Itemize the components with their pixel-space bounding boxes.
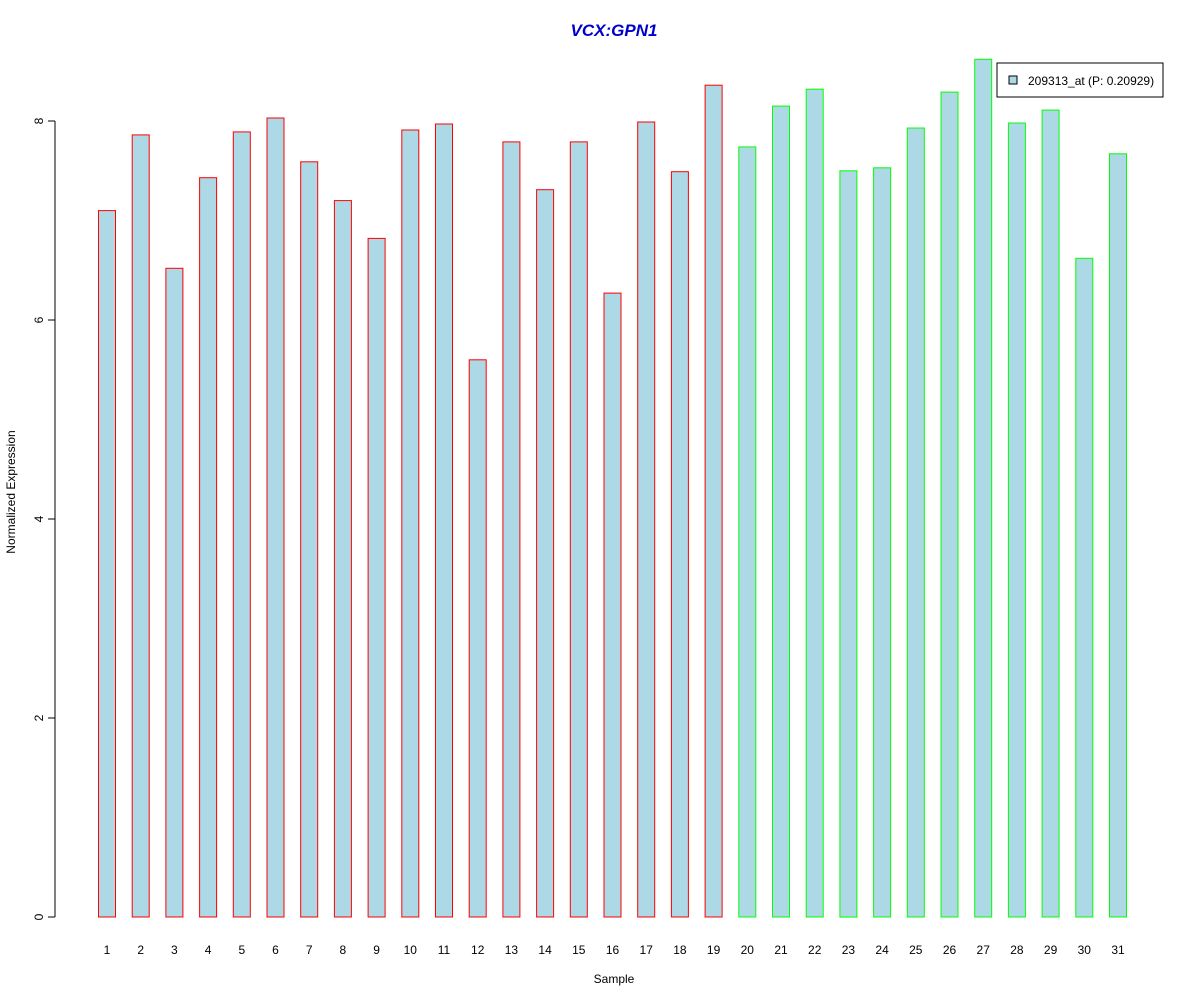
x-axis-label: Sample — [594, 972, 635, 986]
legend-box — [996, 62, 1164, 98]
x-tick-label: 25 — [909, 943, 923, 957]
bar-sample-29 — [1041, 109, 1060, 918]
x-tick-label: 23 — [842, 943, 856, 957]
bar-sample-2 — [131, 134, 150, 918]
x-tick-label: 16 — [606, 943, 620, 957]
x-tick-label: 7 — [306, 943, 313, 957]
bar-sample-21 — [772, 105, 790, 918]
x-tick-label: 3 — [171, 943, 178, 957]
bar-sample-3 — [165, 267, 184, 918]
x-tick-label: 21 — [774, 943, 788, 957]
bar-sample-24 — [873, 167, 892, 918]
bar-sample-10 — [401, 129, 420, 918]
bar-sample-23 — [839, 170, 858, 918]
bar-sample-30 — [1075, 257, 1094, 918]
x-tick-label: 6 — [272, 943, 279, 957]
x-tick-label: 29 — [1044, 943, 1058, 957]
x-tick-label: 10 — [404, 943, 418, 957]
x-tick-label: 5 — [238, 943, 245, 957]
x-tick-label: 2 — [137, 943, 144, 957]
bar-sample-13 — [502, 141, 521, 918]
x-tick-label: 15 — [572, 943, 586, 957]
bar-sample-28 — [1007, 122, 1026, 918]
y-tick-label: 0 — [32, 913, 46, 920]
bar-sample-15 — [569, 141, 588, 918]
bar-sample-4 — [199, 177, 218, 918]
bar-sample-9 — [367, 237, 386, 918]
x-tick-label: 9 — [373, 943, 380, 957]
legend-swatch — [1008, 75, 1018, 85]
y-axis: 0 2 4 6 8 — [32, 117, 56, 920]
bar-sample-25 — [906, 127, 925, 918]
bars — [98, 58, 1127, 918]
legend-entry: 209313_at (P: 0.20929) — [1028, 74, 1154, 88]
x-tick-label: 22 — [808, 943, 822, 957]
y-tick-label: 4 — [32, 515, 46, 522]
bar-sample-5 — [232, 131, 251, 918]
x-tick-label: 20 — [741, 943, 755, 957]
x-tick-label: 19 — [707, 943, 721, 957]
bar-sample-8 — [333, 200, 352, 918]
x-tick-label: 11 — [438, 943, 451, 957]
x-tick-label: 30 — [1078, 943, 1092, 957]
x-tick-label: 14 — [538, 943, 552, 957]
bar-sample-26 — [940, 91, 959, 918]
bar-sample-11 — [435, 123, 453, 918]
bar-sample-14 — [536, 189, 555, 918]
x-tick-label: 8 — [340, 943, 347, 957]
x-tick-label: 4 — [205, 943, 212, 957]
x-tick-label: 17 — [640, 943, 654, 957]
chart-title: VCX:GPN1 — [571, 21, 658, 40]
bar-sample-17 — [637, 121, 656, 918]
x-tick-label: 24 — [875, 943, 889, 957]
x-axis: 1 2 3 4 5 6 7 8 9 10 11 12 13 14 15 16 17 18 19 20 21 22 23 24 2… — [104, 943, 1125, 957]
bar-sample-31 — [1109, 153, 1127, 918]
y-axis-label: Normalized Expression — [4, 430, 18, 553]
x-tick-label: 13 — [505, 943, 519, 957]
x-tick-label: 27 — [977, 943, 991, 957]
x-tick-label: 18 — [673, 943, 687, 957]
bar-sample-27 — [974, 58, 993, 918]
bar-sample-20 — [738, 146, 757, 918]
bar-sample-12 — [468, 359, 487, 918]
x-tick-label: 12 — [471, 943, 485, 957]
bar-sample-6 — [266, 117, 285, 918]
x-tick-label: 26 — [943, 943, 957, 957]
y-tick-label: 2 — [32, 714, 46, 721]
legend: 209313_at (P: 0.20929) — [996, 62, 1164, 98]
bar-sample-22 — [805, 88, 824, 918]
bar-sample-7 — [300, 161, 319, 918]
bar-sample-16 — [603, 292, 622, 918]
bar-sample-1 — [98, 210, 116, 918]
y-tick-label: 6 — [32, 316, 46, 323]
bar-sample-19 — [704, 84, 723, 918]
y-tick-label: 8 — [32, 117, 46, 124]
bar-sample-18 — [670, 171, 689, 918]
x-tick-label: 1 — [104, 943, 111, 957]
x-tick-label: 28 — [1010, 943, 1024, 957]
x-tick-label: 31 — [1111, 943, 1125, 957]
